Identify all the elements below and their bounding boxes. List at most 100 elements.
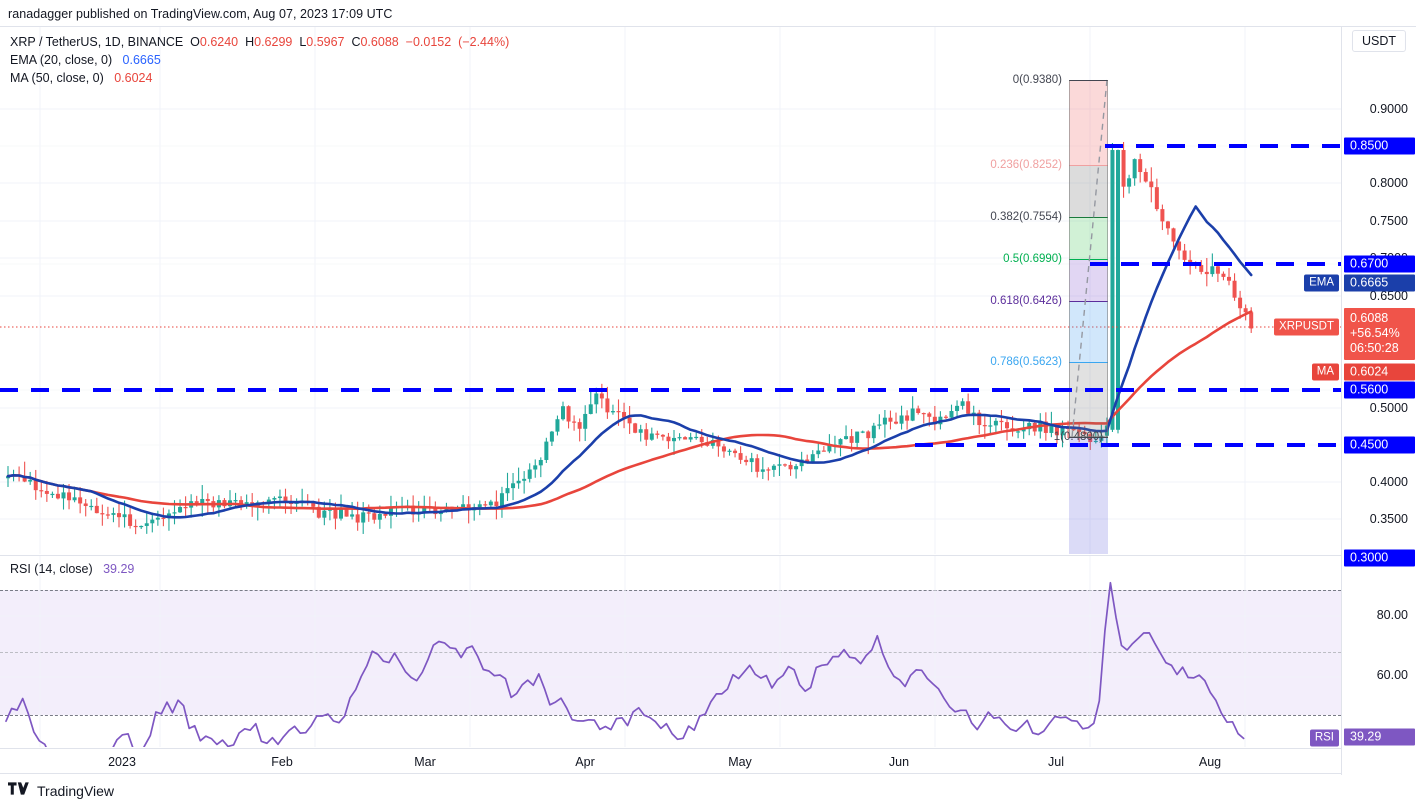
candle-body [161, 517, 166, 519]
candle-body [566, 406, 571, 422]
candle-body [561, 406, 565, 420]
candle-body [1165, 221, 1170, 229]
current-price-badge[interactable]: 0.6088 +56.54% 06:50:28 [1344, 308, 1415, 360]
candle-body [672, 437, 676, 442]
candle-body [128, 514, 133, 526]
price-level-line[interactable] [1105, 144, 1341, 148]
candle-body [905, 415, 910, 421]
price-tick-label: 0.4000 [1369, 475, 1408, 489]
candle-body [760, 469, 765, 472]
candle-body [266, 499, 271, 504]
chart-legend: XRP / TetherUS, 1D, BINANCE O0.6240 H0.6… [10, 33, 509, 87]
candle-body [383, 513, 388, 516]
candle-body [494, 501, 499, 507]
series-tag-ema[interactable]: EMA [1304, 274, 1339, 292]
candle-body [272, 498, 277, 500]
candle-body [988, 425, 993, 427]
candle-body [683, 437, 688, 440]
price-axis-badge[interactable]: 0.3000 [1344, 549, 1415, 567]
legend-ma-label: MA (50, close, 0) [10, 71, 104, 85]
candle-body [927, 413, 932, 417]
rsi-pane[interactable]: RSI (14, close) 39.29 RSI [0, 555, 1341, 747]
price-axis-badge[interactable]: 0.6024 [1344, 363, 1415, 381]
candle-body [1060, 427, 1065, 436]
time-axis-label[interactable]: Mar [414, 755, 436, 769]
fib-level-label: 0(0.9380) [1012, 74, 1062, 86]
candle-body [838, 439, 843, 445]
candle-body [83, 503, 88, 507]
price-axis-badge[interactable]: 0.6700 [1344, 255, 1415, 273]
time-axis-label[interactable]: Feb [271, 755, 293, 769]
candle-body [1171, 228, 1176, 242]
price-pane[interactable]: XRP / TetherUS, 1D, BINANCE O0.6240 H0.6… [0, 27, 1341, 554]
candle-body [172, 512, 177, 514]
bar-countdown: 06:50:28 [1350, 341, 1399, 355]
price-level-line[interactable] [1090, 262, 1341, 266]
time-axis[interactable]: 2023 Feb Mar Apr May Jun Jul Aug [0, 748, 1341, 775]
candle-body [821, 450, 826, 452]
candle-body [943, 416, 948, 418]
tv-logo-glyph [8, 782, 29, 795]
legend-l-value: 0.5967 [306, 35, 345, 49]
candle-body [616, 411, 621, 413]
candle-body [144, 523, 149, 526]
candle-body [105, 514, 110, 516]
candle-body [716, 440, 721, 447]
price-level-line[interactable] [0, 388, 1341, 392]
candle-body [599, 393, 604, 399]
candle-body [499, 493, 504, 507]
time-axis-label[interactable]: 2023 [108, 755, 136, 769]
price-tick-label: 0.9000 [1369, 102, 1408, 116]
candle-body [1182, 250, 1187, 260]
time-axis-label[interactable]: Jul [1048, 755, 1064, 769]
time-axis-label[interactable]: Apr [575, 755, 595, 769]
chart-container[interactable]: XRP / TetherUS, 1D, BINANCE O0.6240 H0.6… [0, 26, 1416, 775]
candle-body [1210, 266, 1215, 275]
candle-body [61, 492, 66, 499]
price-chart-svg [0, 27, 1341, 554]
candle-body [644, 429, 649, 440]
rsi-line [5, 581, 1245, 747]
legend-o-label: O [190, 35, 200, 49]
tradingview-wordmark: TradingView [37, 782, 115, 799]
series-tag-ma[interactable]: MA [1311, 363, 1339, 381]
price-axis-badge[interactable]: 0.6665 [1344, 274, 1415, 292]
fib-level-label: 0.786(0.5623) [990, 356, 1062, 368]
currency-chip[interactable]: USDT [1351, 30, 1407, 52]
candle-body [538, 459, 543, 466]
time-axis-label[interactable]: May [728, 755, 752, 769]
price-axis-badge[interactable]: 0.4500 [1344, 436, 1415, 454]
candle-body [39, 490, 44, 492]
price-tick-label: 0.6500 [1369, 289, 1408, 303]
candle-body [805, 459, 810, 463]
price-axis-badge[interactable]: 39.29 [1344, 728, 1415, 746]
candle-body [277, 496, 282, 499]
candle-body [949, 411, 954, 418]
candle-body [766, 469, 771, 471]
candle-body [605, 398, 610, 413]
candle-body [810, 454, 815, 463]
series-tag-xrpusdt[interactable]: XRPUSDT [1274, 318, 1339, 336]
candle-body [744, 459, 749, 463]
candle-body [655, 433, 660, 435]
time-axis-label[interactable]: Aug [1198, 755, 1222, 769]
candlestick-series [6, 141, 1254, 535]
candle-body [627, 417, 632, 424]
legend-ema-row: EMA (20, close, 0) 0.6665 [10, 51, 509, 69]
price-axis-badge[interactable]: 0.8500 [1344, 137, 1415, 155]
candle-body [999, 420, 1004, 423]
price-axis-badge[interactable]: 0.5600 [1344, 381, 1415, 399]
legend-c-value: 0.6088 [360, 35, 399, 49]
candle-body [622, 412, 627, 418]
candle-body [799, 459, 804, 467]
candle-body [877, 424, 882, 426]
time-axis-label[interactable]: Jun [888, 755, 910, 769]
price-level-line[interactable] [915, 443, 1341, 447]
price-axis[interactable]: USDT 0.90000.80000.75000.70000.65000.500… [1341, 27, 1416, 775]
candle-body [932, 416, 937, 425]
candle-body [1116, 150, 1120, 430]
candle-body [855, 431, 860, 443]
series-tag-rsi[interactable]: RSI [1309, 729, 1339, 747]
candle-body [361, 512, 366, 523]
candle-body [122, 514, 127, 518]
